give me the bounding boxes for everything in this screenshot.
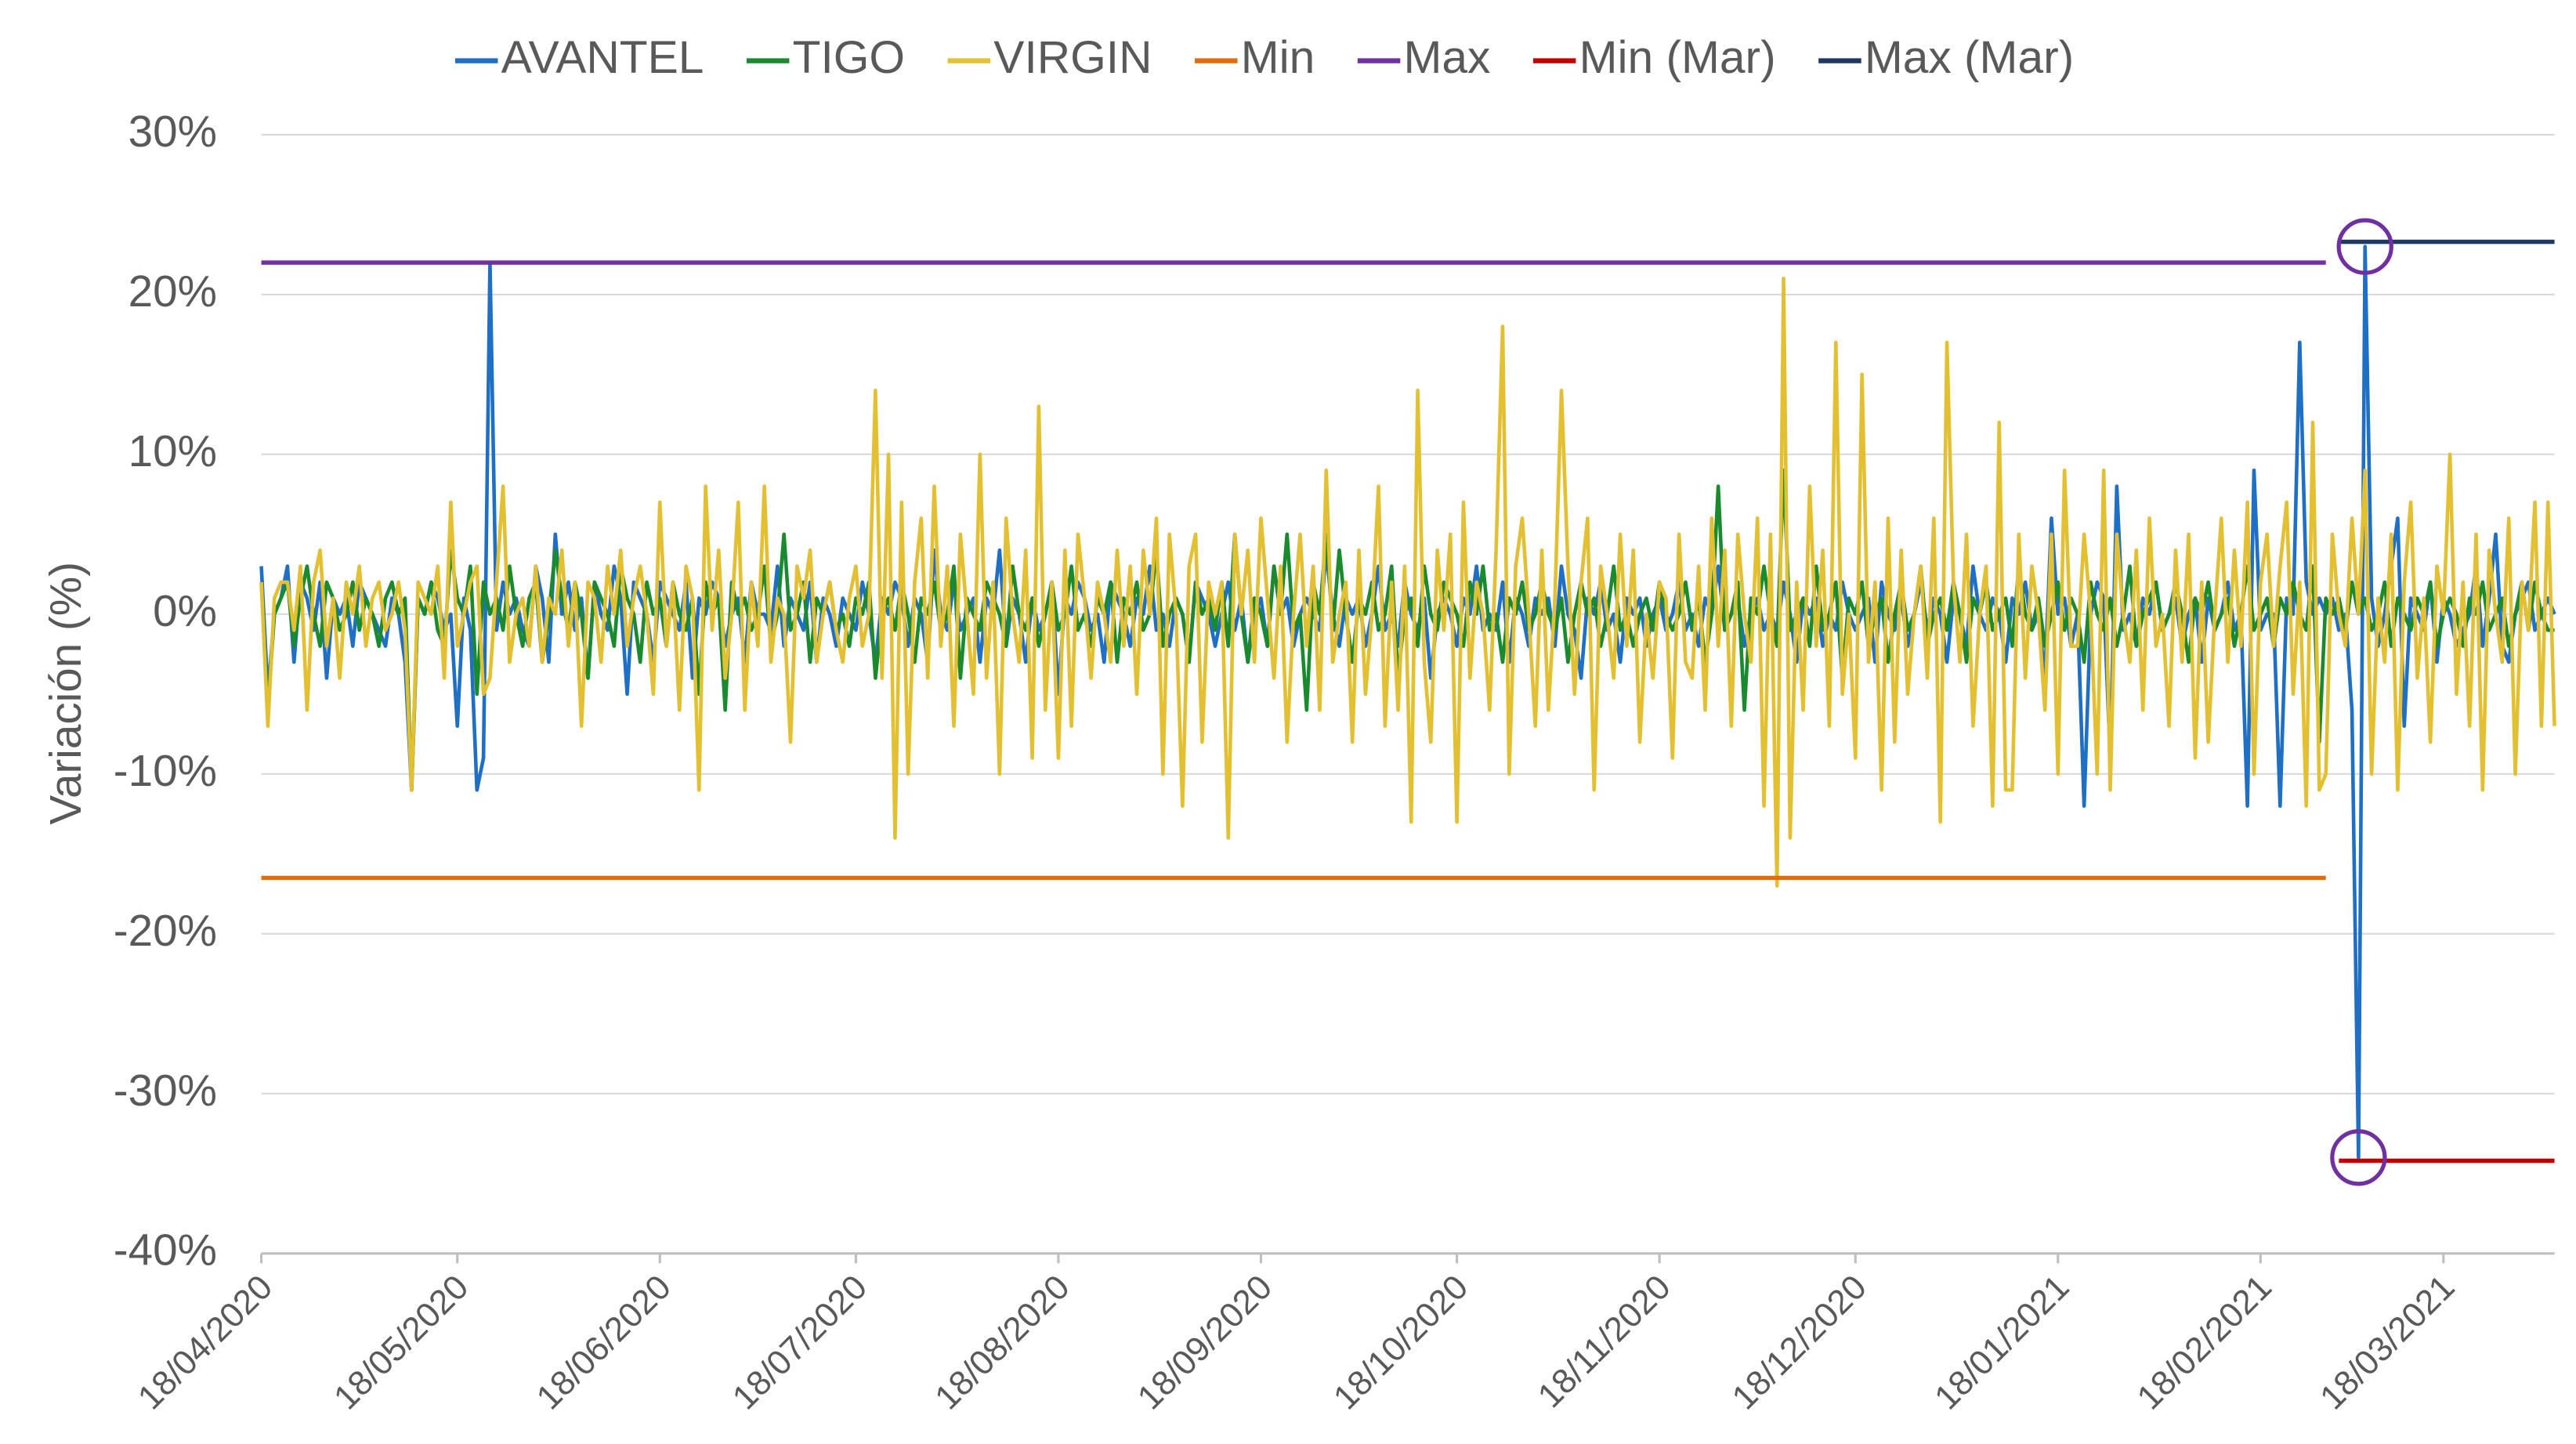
y-tick-label: -30% — [114, 1066, 217, 1115]
x-tick-label: 18/12/2020 — [1725, 1268, 1874, 1417]
x-tick-label: 18/02/2021 — [2130, 1268, 2279, 1417]
legend-label: AVANTEL — [501, 32, 704, 83]
x-tick-label: 18/01/2021 — [1927, 1268, 2076, 1417]
x-tick-label: 18/03/2021 — [2313, 1268, 2462, 1417]
legend-label: TIGO — [793, 32, 905, 83]
y-tick-label: -20% — [114, 906, 217, 955]
y-tick-label: 10% — [128, 426, 217, 476]
x-tick-label: 18/07/2020 — [725, 1268, 874, 1417]
x-tick-label: 18/06/2020 — [529, 1268, 678, 1417]
y-tick-label: 20% — [128, 266, 217, 316]
x-tick-label: 18/11/2020 — [1531, 1268, 1678, 1415]
x-tick-label: 18/08/2020 — [928, 1268, 1076, 1417]
series-line — [259, 277, 2556, 888]
y-tick-label: -40% — [114, 1225, 217, 1275]
legend-label: VIRGIN — [993, 32, 1152, 83]
legend-label: Max (Mar) — [1865, 32, 2074, 83]
highlight-circle — [2336, 218, 2393, 275]
y-tick-label: 0% — [153, 586, 217, 635]
x-tick-label: 18/05/2020 — [327, 1268, 476, 1417]
x-tick-label: 18/09/2020 — [1131, 1268, 1279, 1417]
highlight-circle — [2330, 1129, 2387, 1186]
y-tick-label: -10% — [114, 746, 217, 795]
legend-label: Min (Mar) — [1579, 32, 1776, 83]
legend-label: Max — [1404, 32, 1491, 83]
y-axis-title: Variación (%) — [41, 562, 90, 825]
x-tick-label: 18/04/2020 — [131, 1268, 280, 1417]
x-tick-label: 18/10/2020 — [1326, 1268, 1475, 1417]
legend-label: Min — [1241, 32, 1315, 83]
y-tick-label: 30% — [128, 107, 217, 156]
legend: AVANTEL TIGO VIRGIN Min Max Min (Mar) Max (Mar… — [454, 32, 2074, 83]
